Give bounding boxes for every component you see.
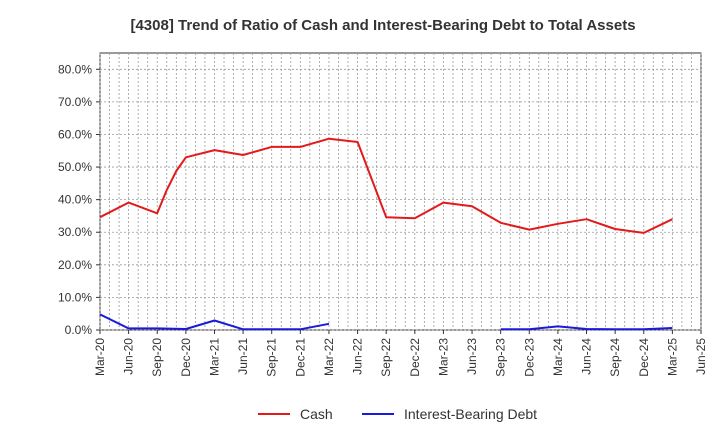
y-tick-label: 80.0% xyxy=(58,62,92,76)
x-tick-label: Mar-23 xyxy=(436,338,450,376)
x-tick-label: Dec-21 xyxy=(293,338,307,377)
y-tick-label: 40.0% xyxy=(58,193,92,207)
x-tick-label: Sep-24 xyxy=(608,338,622,377)
x-tick-label: Jun-23 xyxy=(465,338,479,375)
x-tick-label: Jun-22 xyxy=(351,338,365,375)
x-tick-label: Mar-24 xyxy=(551,338,565,376)
x-tick-label: Jun-21 xyxy=(236,338,250,375)
series xyxy=(99,137,673,331)
y-tick-label: 0.0% xyxy=(65,323,93,337)
grid xyxy=(99,53,702,331)
x-tick-label: Dec-24 xyxy=(637,338,651,377)
series-line-cash xyxy=(99,137,673,234)
x-tick-label: Jun-24 xyxy=(580,338,594,375)
x-tick-label: Mar-20 xyxy=(93,338,107,376)
legend: Cash Interest-Bearing Debt xyxy=(258,406,537,422)
x-tick-label: Jun-25 xyxy=(694,338,708,375)
y-tick-label: 60.0% xyxy=(58,127,92,141)
x-axis: Mar-20 Jun-20 Sep-20 Dec-20 Mar-21 Jun-21 Sep-… xyxy=(93,330,708,377)
y-axis: 0.0% 10.0% 20.0% 30.0% 40.0% 50.0% 60.0% 70.0% 8… xyxy=(58,62,100,337)
y-tick-label: 50.0% xyxy=(58,160,92,174)
series-line-interest-bearing-debt xyxy=(99,313,673,331)
x-tick-label: Sep-21 xyxy=(265,338,279,377)
x-tick-label: Sep-23 xyxy=(494,338,508,377)
x-tick-label: Dec-22 xyxy=(408,338,422,377)
x-tick-label: Dec-23 xyxy=(522,338,536,377)
y-tick-label: 70.0% xyxy=(58,95,92,109)
x-tick-label: Jun-20 xyxy=(122,338,136,375)
x-tick-label: Mar-25 xyxy=(665,338,679,376)
x-tick-label: Mar-21 xyxy=(207,338,221,376)
chart-title: [4308] Trend of Ratio of Cash and Intere… xyxy=(130,17,635,34)
y-tick-label: 10.0% xyxy=(58,290,92,304)
x-tick-label: Sep-22 xyxy=(379,338,393,377)
plot-area xyxy=(99,52,702,331)
y-tick-label: 30.0% xyxy=(58,225,92,239)
y-tick-label: 20.0% xyxy=(58,258,92,272)
legend-label: Cash xyxy=(300,406,333,422)
x-tick-label: Sep-20 xyxy=(150,338,164,377)
x-tick-label: Dec-20 xyxy=(179,338,193,377)
legend-label: Interest-Bearing Debt xyxy=(404,406,537,422)
x-tick-label: Mar-22 xyxy=(322,338,336,376)
